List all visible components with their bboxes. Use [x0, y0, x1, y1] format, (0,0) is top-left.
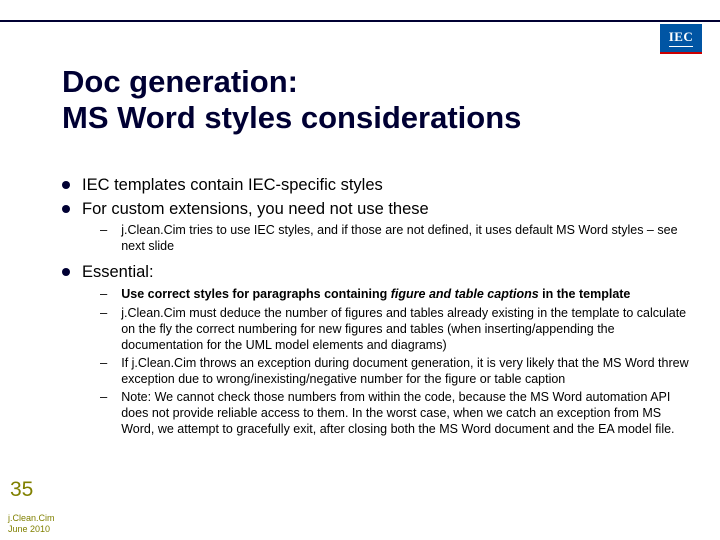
iec-logo: IEC [660, 24, 702, 54]
dash-icon: – [100, 305, 107, 322]
sub-bullet-text: Note: We cannot check those numbers from… [121, 389, 690, 437]
sub-bullet-text: j.Clean.Cim must deduce the number of fi… [121, 305, 690, 353]
sub-bullet-text: Use correct styles for paragraphs contai… [121, 286, 630, 302]
bullet-item: Essential: [62, 262, 690, 283]
sub-bullet-item: – j.Clean.Cim must deduce the number of … [100, 305, 690, 353]
bullet-item: IEC templates contain IEC-specific style… [62, 175, 690, 196]
title-line-1: Doc generation: [62, 64, 298, 99]
bold-span: in the template [539, 287, 631, 301]
top-rule [0, 20, 720, 22]
bullet-text: For custom extensions, you need not use … [82, 199, 429, 220]
sub-bullet-item: – Use correct styles for paragraphs cont… [100, 286, 690, 303]
slide-number: 35 [10, 478, 33, 502]
slide-title: Doc generation: MS Word styles considera… [62, 64, 662, 135]
bullet-item: For custom extensions, you need not use … [62, 199, 690, 220]
bullet-text: IEC templates contain IEC-specific style… [82, 175, 383, 196]
bullet-dot-icon [62, 268, 70, 276]
footer-line-1: j.Clean.Cim [8, 513, 55, 523]
title-line-2: MS Word styles considerations [62, 100, 521, 135]
sub-bullet-text: j.Clean.Cim tries to use IEC styles, and… [121, 222, 690, 254]
logo-text: IEC [669, 29, 694, 47]
sub-bullet-item: – Note: We cannot check those numbers fr… [100, 389, 690, 437]
bullet-dot-icon [62, 205, 70, 213]
bullet-text: Essential: [82, 262, 154, 283]
sub-bullet-item: – If j.Clean.Cim throws an exception dur… [100, 355, 690, 387]
dash-icon: – [100, 222, 107, 239]
footer-line-2: June 2010 [8, 524, 50, 534]
dash-icon: – [100, 389, 107, 406]
bullet-dot-icon [62, 181, 70, 189]
slide-body: IEC templates contain IEC-specific style… [62, 175, 690, 439]
slide: IEC Doc generation: MS Word styles consi… [0, 0, 720, 540]
italic-span: figure and table captions [391, 287, 539, 301]
dash-icon: – [100, 355, 107, 372]
dash-icon: – [100, 286, 107, 303]
footer: j.Clean.Cim June 2010 [8, 513, 55, 534]
sub-bullet-item: – j.Clean.Cim tries to use IEC styles, a… [100, 222, 690, 254]
bold-span: Use correct styles for paragraphs contai… [121, 287, 391, 301]
sub-bullet-text: If j.Clean.Cim throws an exception durin… [121, 355, 690, 387]
